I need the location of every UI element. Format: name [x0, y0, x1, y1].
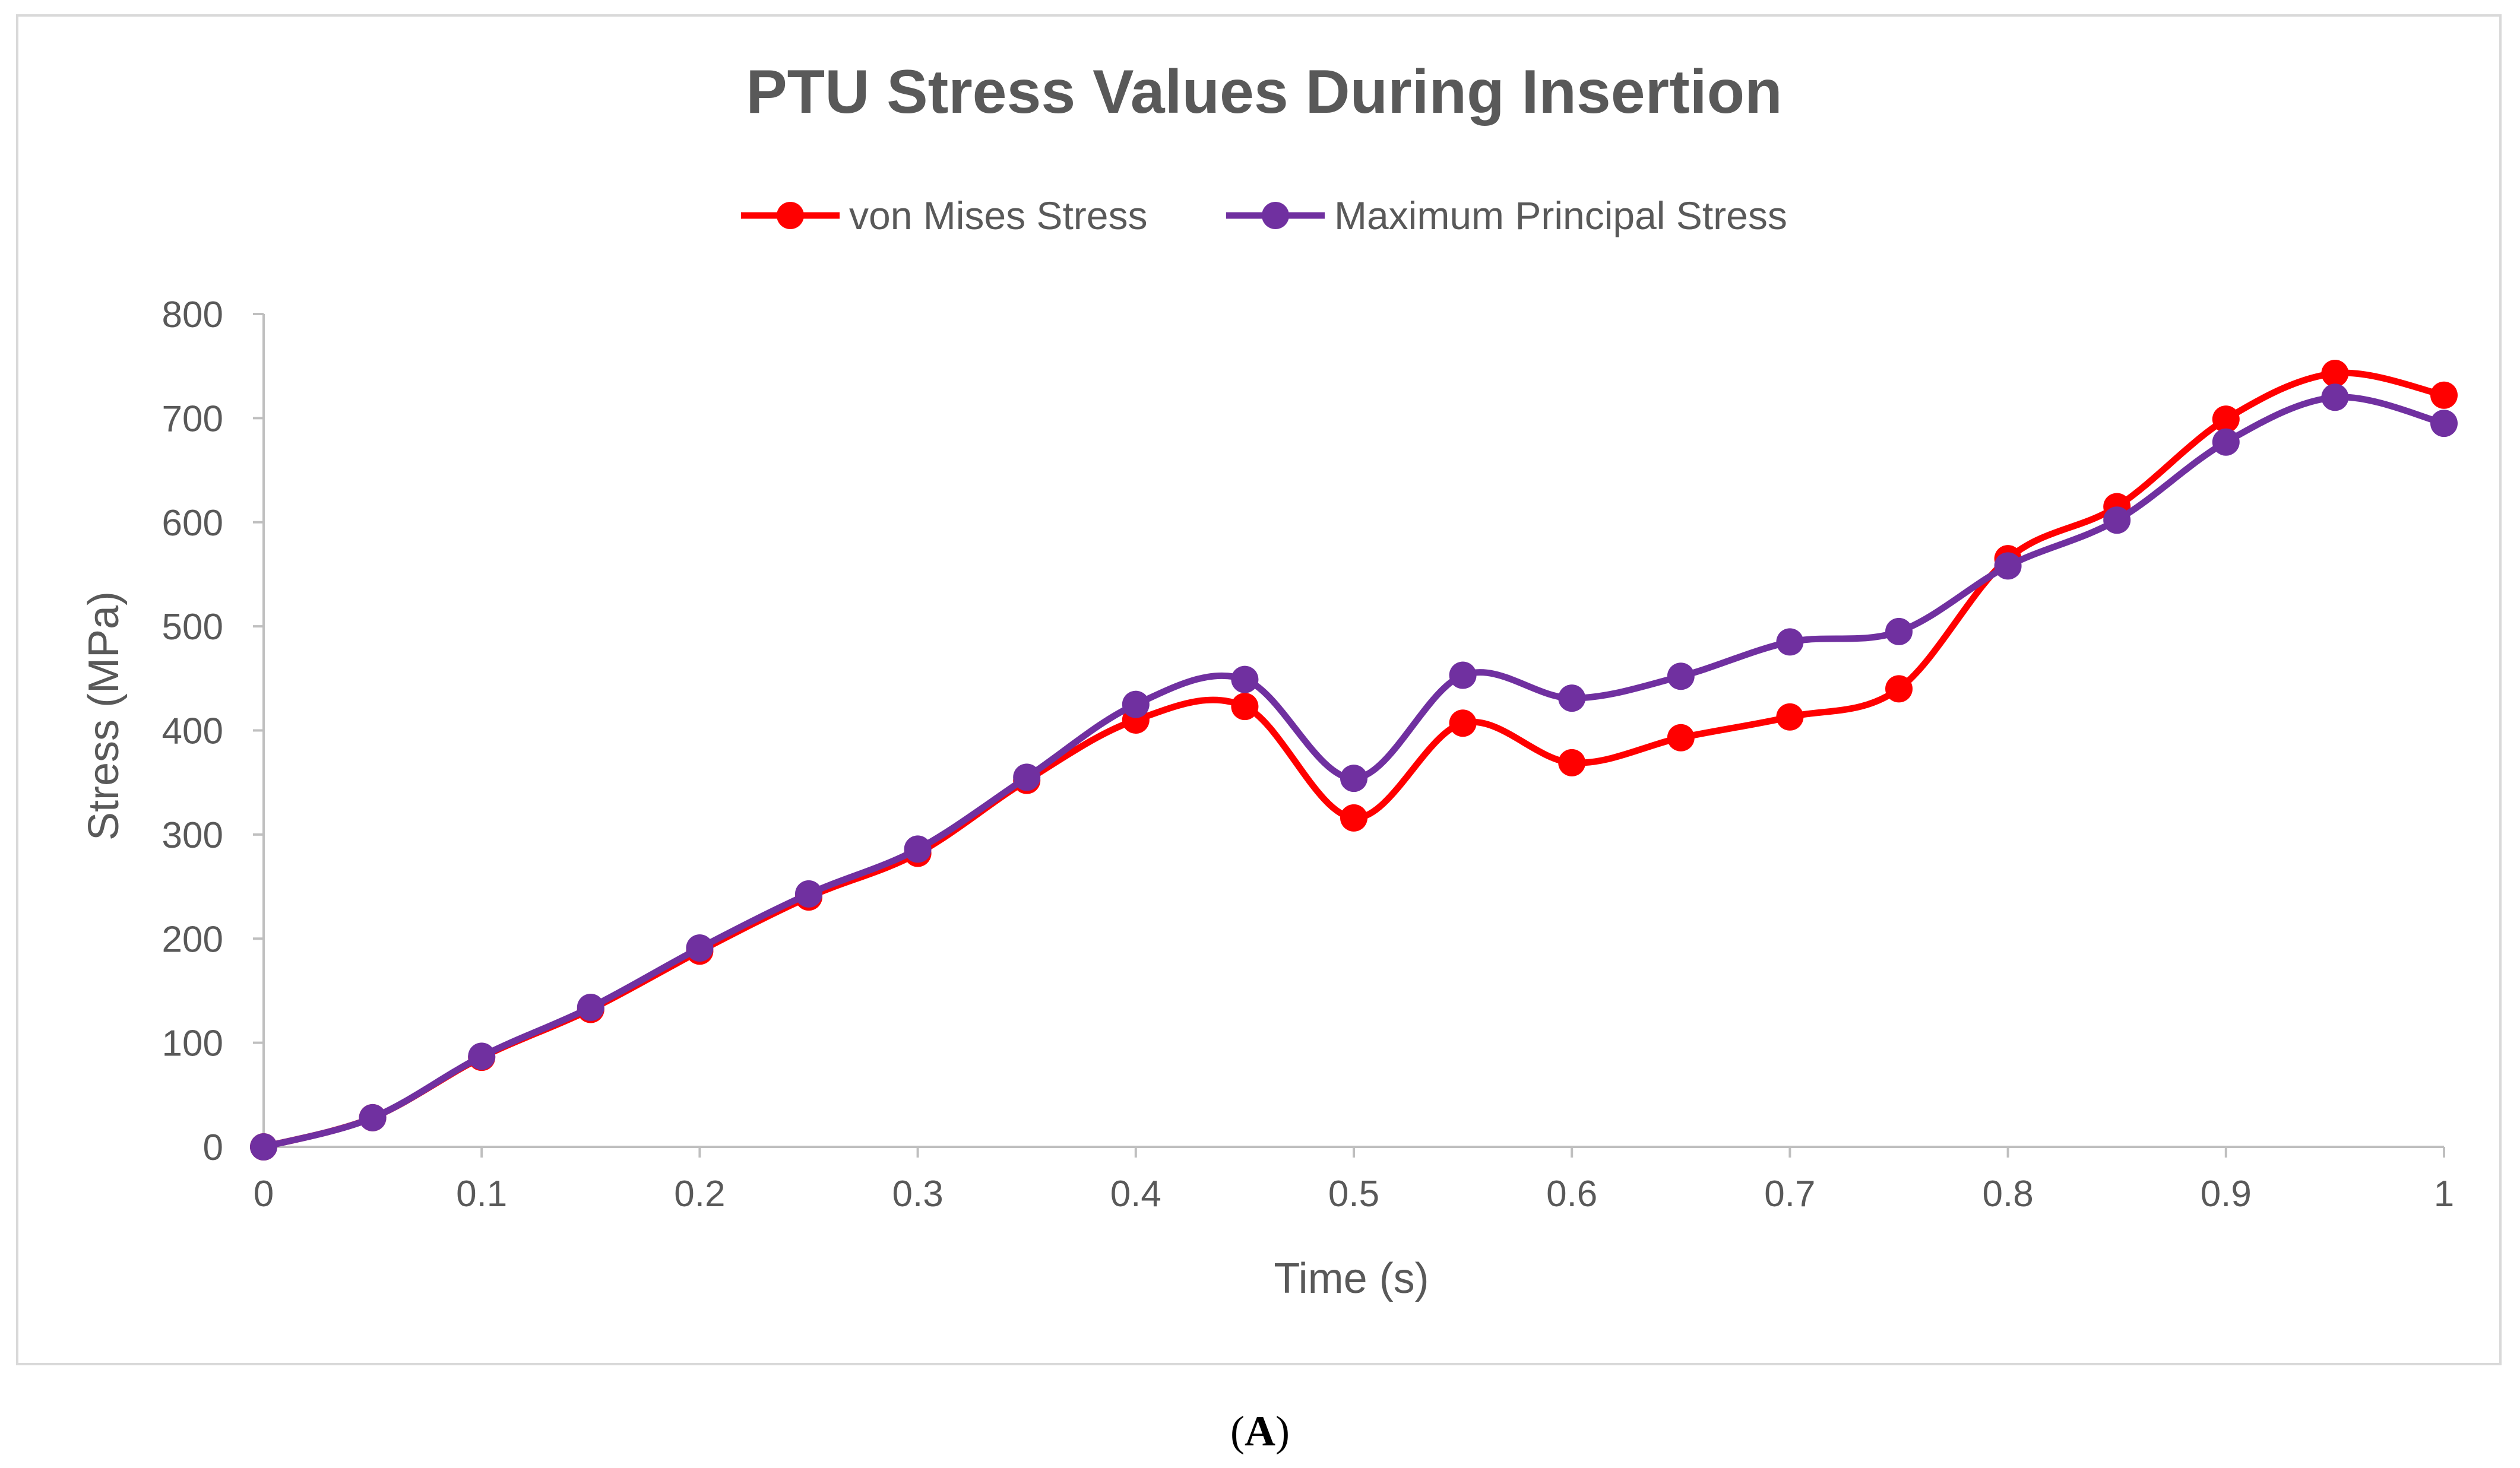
figure-caption: (A) — [0, 1407, 2520, 1456]
legend-swatch-marker — [1262, 202, 1289, 229]
data-point-max-principal — [577, 993, 604, 1021]
y-tick-label: 700 — [162, 398, 223, 439]
x-tick-label: 0.3 — [892, 1174, 943, 1215]
series-max-principal — [250, 383, 2458, 1161]
plot-area — [250, 359, 2458, 1161]
axes: 0 100 200 300 400 500 600 700 800 0 0.1 0.2 0.3 0.4 0.… — [162, 294, 2455, 1215]
y-tick-label: 300 — [162, 815, 223, 856]
data-point-max-principal — [686, 934, 714, 962]
data-point-max-principal — [1340, 765, 1367, 792]
series-von-mises — [250, 359, 2458, 1161]
data-point-max-principal — [1885, 617, 1913, 645]
data-point-max-principal — [2212, 428, 2240, 456]
data-point-max-principal — [1231, 665, 1259, 693]
data-point-max-principal — [2430, 410, 2458, 437]
data-point-max-principal — [1776, 628, 1804, 656]
data-point-von-mises — [1776, 703, 1804, 731]
x-tick-label: 0.7 — [1764, 1174, 1815, 1215]
x-tick-label: 1 — [2434, 1174, 2454, 1215]
y-tick-label: 400 — [162, 711, 223, 752]
y-tick-label: 0 — [203, 1127, 223, 1168]
x-tick-label: 0.5 — [1328, 1174, 1379, 1215]
chart-title: PTU Stress Values During Insertion — [746, 58, 1782, 126]
data-point-max-principal — [250, 1133, 277, 1161]
data-point-von-mises — [2430, 381, 2458, 409]
data-point-max-principal — [1994, 552, 2022, 580]
y-tick-label: 200 — [162, 919, 223, 960]
y-axis-title: Stress (MPa) — [80, 591, 128, 841]
caption-letter: A — [1245, 1407, 1275, 1455]
data-point-max-principal — [904, 835, 932, 863]
data-point-von-mises — [1667, 724, 1695, 752]
data-point-von-mises — [2212, 405, 2240, 433]
x-tick-label: 0.2 — [674, 1174, 725, 1215]
data-point-max-principal — [2321, 383, 2349, 411]
caption-close: ) — [1275, 1407, 1290, 1455]
chart-frame: PTU Stress Values During Insertion von M… — [16, 14, 2502, 1365]
caption-open: ( — [1230, 1407, 1245, 1455]
y-tick-label: 500 — [162, 607, 223, 648]
data-point-max-principal — [1449, 661, 1477, 689]
x-axis-title: Time (s) — [1274, 1255, 1429, 1302]
data-point-von-mises — [1885, 675, 1913, 703]
legend-label: Maximum Principal Stress — [1334, 194, 1787, 237]
data-point-max-principal — [1122, 690, 1150, 718]
x-tick-label: 0.6 — [1546, 1174, 1597, 1215]
y-tick-label: 100 — [162, 1023, 223, 1064]
legend-label: von Mises Stress — [849, 194, 1147, 237]
x-tick-label: 0.8 — [1982, 1174, 2033, 1215]
data-point-max-principal — [2103, 506, 2131, 534]
x-tick-label: 0.1 — [456, 1174, 507, 1215]
line-chart: PTU Stress Values During Insertion von M… — [80, 58, 2458, 1302]
data-point-max-principal — [468, 1042, 496, 1070]
x-tick-label: 0.9 — [2201, 1174, 2252, 1215]
data-point-von-mises — [2321, 359, 2349, 387]
series-line-von-mises — [262, 369, 2445, 1150]
y-tick-label: 800 — [162, 294, 223, 335]
data-point-max-principal — [359, 1104, 387, 1131]
x-tick-label: 0 — [254, 1174, 274, 1215]
data-point-von-mises — [1231, 693, 1259, 721]
legend-swatch-marker — [777, 202, 804, 229]
data-point-max-principal — [1013, 763, 1041, 791]
legend-item-max-principal: Maximum Principal Stress — [1226, 194, 1787, 237]
x-tick-label: 0.4 — [1110, 1174, 1161, 1215]
data-point-von-mises — [1340, 804, 1367, 832]
legend: von Mises Stress Maximum Principal Stress — [741, 194, 1787, 237]
data-point-max-principal — [1667, 662, 1695, 690]
data-point-max-principal — [1558, 684, 1586, 712]
data-point-max-principal — [795, 880, 822, 908]
y-tick-label: 600 — [162, 503, 223, 544]
data-point-von-mises — [1558, 749, 1586, 776]
data-point-von-mises — [1449, 709, 1477, 737]
legend-item-von-mises: von Mises Stress — [741, 194, 1147, 237]
